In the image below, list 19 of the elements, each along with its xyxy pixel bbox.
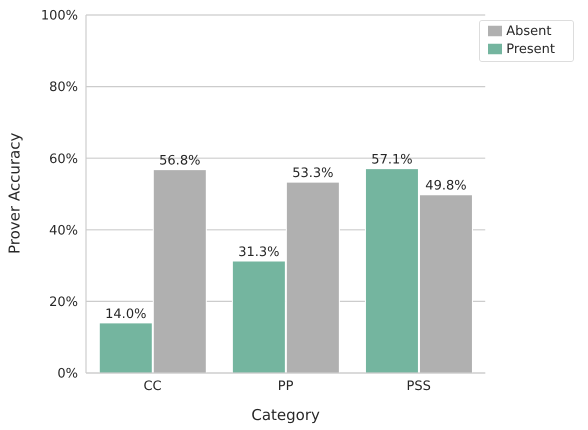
data-label: 53.3% bbox=[292, 166, 334, 182]
y-tick-label: 0% bbox=[57, 366, 78, 382]
y-tick-label: 40% bbox=[49, 223, 78, 238]
data-label: 57.1% bbox=[371, 152, 413, 168]
data-label: 14.0% bbox=[105, 306, 146, 322]
y-tick-label: 80% bbox=[49, 80, 78, 96]
legend-label: Absent bbox=[506, 24, 552, 39]
y-tick-label: 100% bbox=[40, 8, 78, 24]
y-tick-label: 60% bbox=[49, 152, 78, 167]
legend-label: Present bbox=[506, 42, 555, 57]
y-tick-label: 20% bbox=[49, 295, 78, 310]
y-axis-title: Prover Accuracy bbox=[5, 132, 24, 254]
x-tick-label: PSS bbox=[406, 379, 431, 394]
data-label: 49.8% bbox=[425, 178, 467, 194]
x-axis-title: Category bbox=[251, 406, 320, 424]
data-label: 31.3% bbox=[238, 244, 280, 260]
x-tick-label: CC bbox=[143, 379, 162, 394]
x-tick-label: PP bbox=[278, 379, 294, 394]
data-label: 56.8% bbox=[159, 154, 200, 169]
